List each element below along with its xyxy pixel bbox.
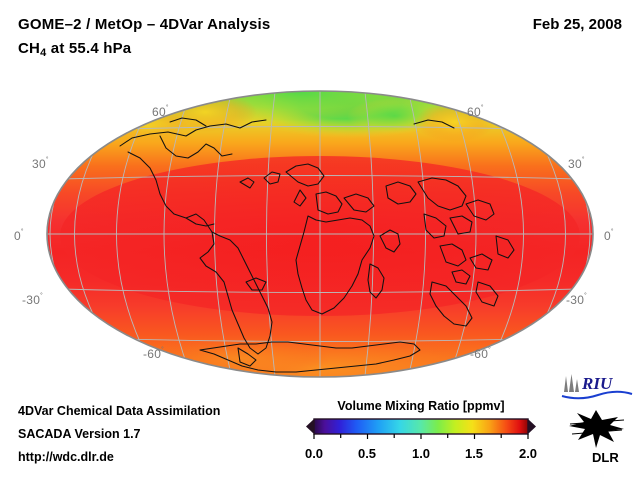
lat-label-right-30: 30˚ bbox=[568, 156, 585, 171]
lat-label-right-0: 0˚ bbox=[604, 228, 614, 243]
colorbar-tick-4: 2.0 bbox=[518, 446, 538, 461]
lat-label-left-0: 0˚ bbox=[14, 228, 24, 243]
colorbar-tick-1: 0.5 bbox=[357, 446, 377, 461]
species-label: CH4 at 55.4 hPa bbox=[18, 40, 131, 59]
colorbar-svg bbox=[306, 418, 536, 439]
dlr-bar-icon bbox=[569, 419, 625, 425]
page-title: GOME–2 / MetOp – 4DVar Analysis bbox=[18, 16, 271, 33]
riu-logo: RIU bbox=[561, 374, 633, 400]
species-level: at 55.4 hPa bbox=[46, 40, 132, 57]
colorbar-ticks bbox=[313, 434, 529, 439]
colorbar-cap-low bbox=[306, 419, 314, 434]
riu-swoosh-icon bbox=[561, 390, 633, 400]
riu-towers-icon bbox=[564, 374, 579, 392]
lat-label-left-30: 30˚ bbox=[32, 156, 49, 171]
lat-label-right-m30: -30˚ bbox=[566, 292, 588, 307]
lat-label-right-60: 60˚ bbox=[467, 104, 484, 119]
coastlines bbox=[119, 117, 515, 373]
footer-line-url[interactable]: http://wdc.dlr.de bbox=[18, 450, 114, 464]
lat-label-left-m60: -60˚ bbox=[143, 346, 165, 361]
colorbar-title: Volume Mixing Ratio [ppmv] bbox=[337, 399, 505, 413]
colorbar-gradient bbox=[313, 418, 529, 435]
riu-wordmark: RIU bbox=[581, 374, 613, 393]
footer-line-assimilation: 4DVar Chemical Data Assimilation bbox=[18, 404, 221, 418]
lat-label-left-m30: -30˚ bbox=[22, 292, 44, 307]
dlr-wordmark: DLR bbox=[592, 450, 619, 465]
species-name: CH bbox=[18, 40, 41, 57]
species-subscript: 4 bbox=[40, 47, 47, 59]
lat-label-right-m60: -60˚ bbox=[470, 346, 492, 361]
dlr-logo bbox=[569, 410, 625, 448]
footer-line-version: SACADA Version 1.7 bbox=[18, 427, 141, 441]
colorbar-tick-3: 1.5 bbox=[464, 446, 484, 461]
world-map bbox=[46, 90, 594, 378]
colorbar bbox=[305, 418, 537, 440]
date-label: Feb 25, 2008 bbox=[532, 16, 622, 33]
map-border bbox=[46, 90, 594, 378]
lat-label-left-60: 60˚ bbox=[152, 104, 169, 119]
map-panel bbox=[0, 86, 640, 382]
colorbar-cap-high bbox=[528, 419, 536, 434]
colorbar-tick-2: 1.0 bbox=[411, 446, 431, 461]
dlr-bar2-icon bbox=[571, 429, 623, 435]
dlr-emblem-icon bbox=[569, 410, 624, 448]
colorbar-tick-0: 0.0 bbox=[304, 446, 324, 461]
